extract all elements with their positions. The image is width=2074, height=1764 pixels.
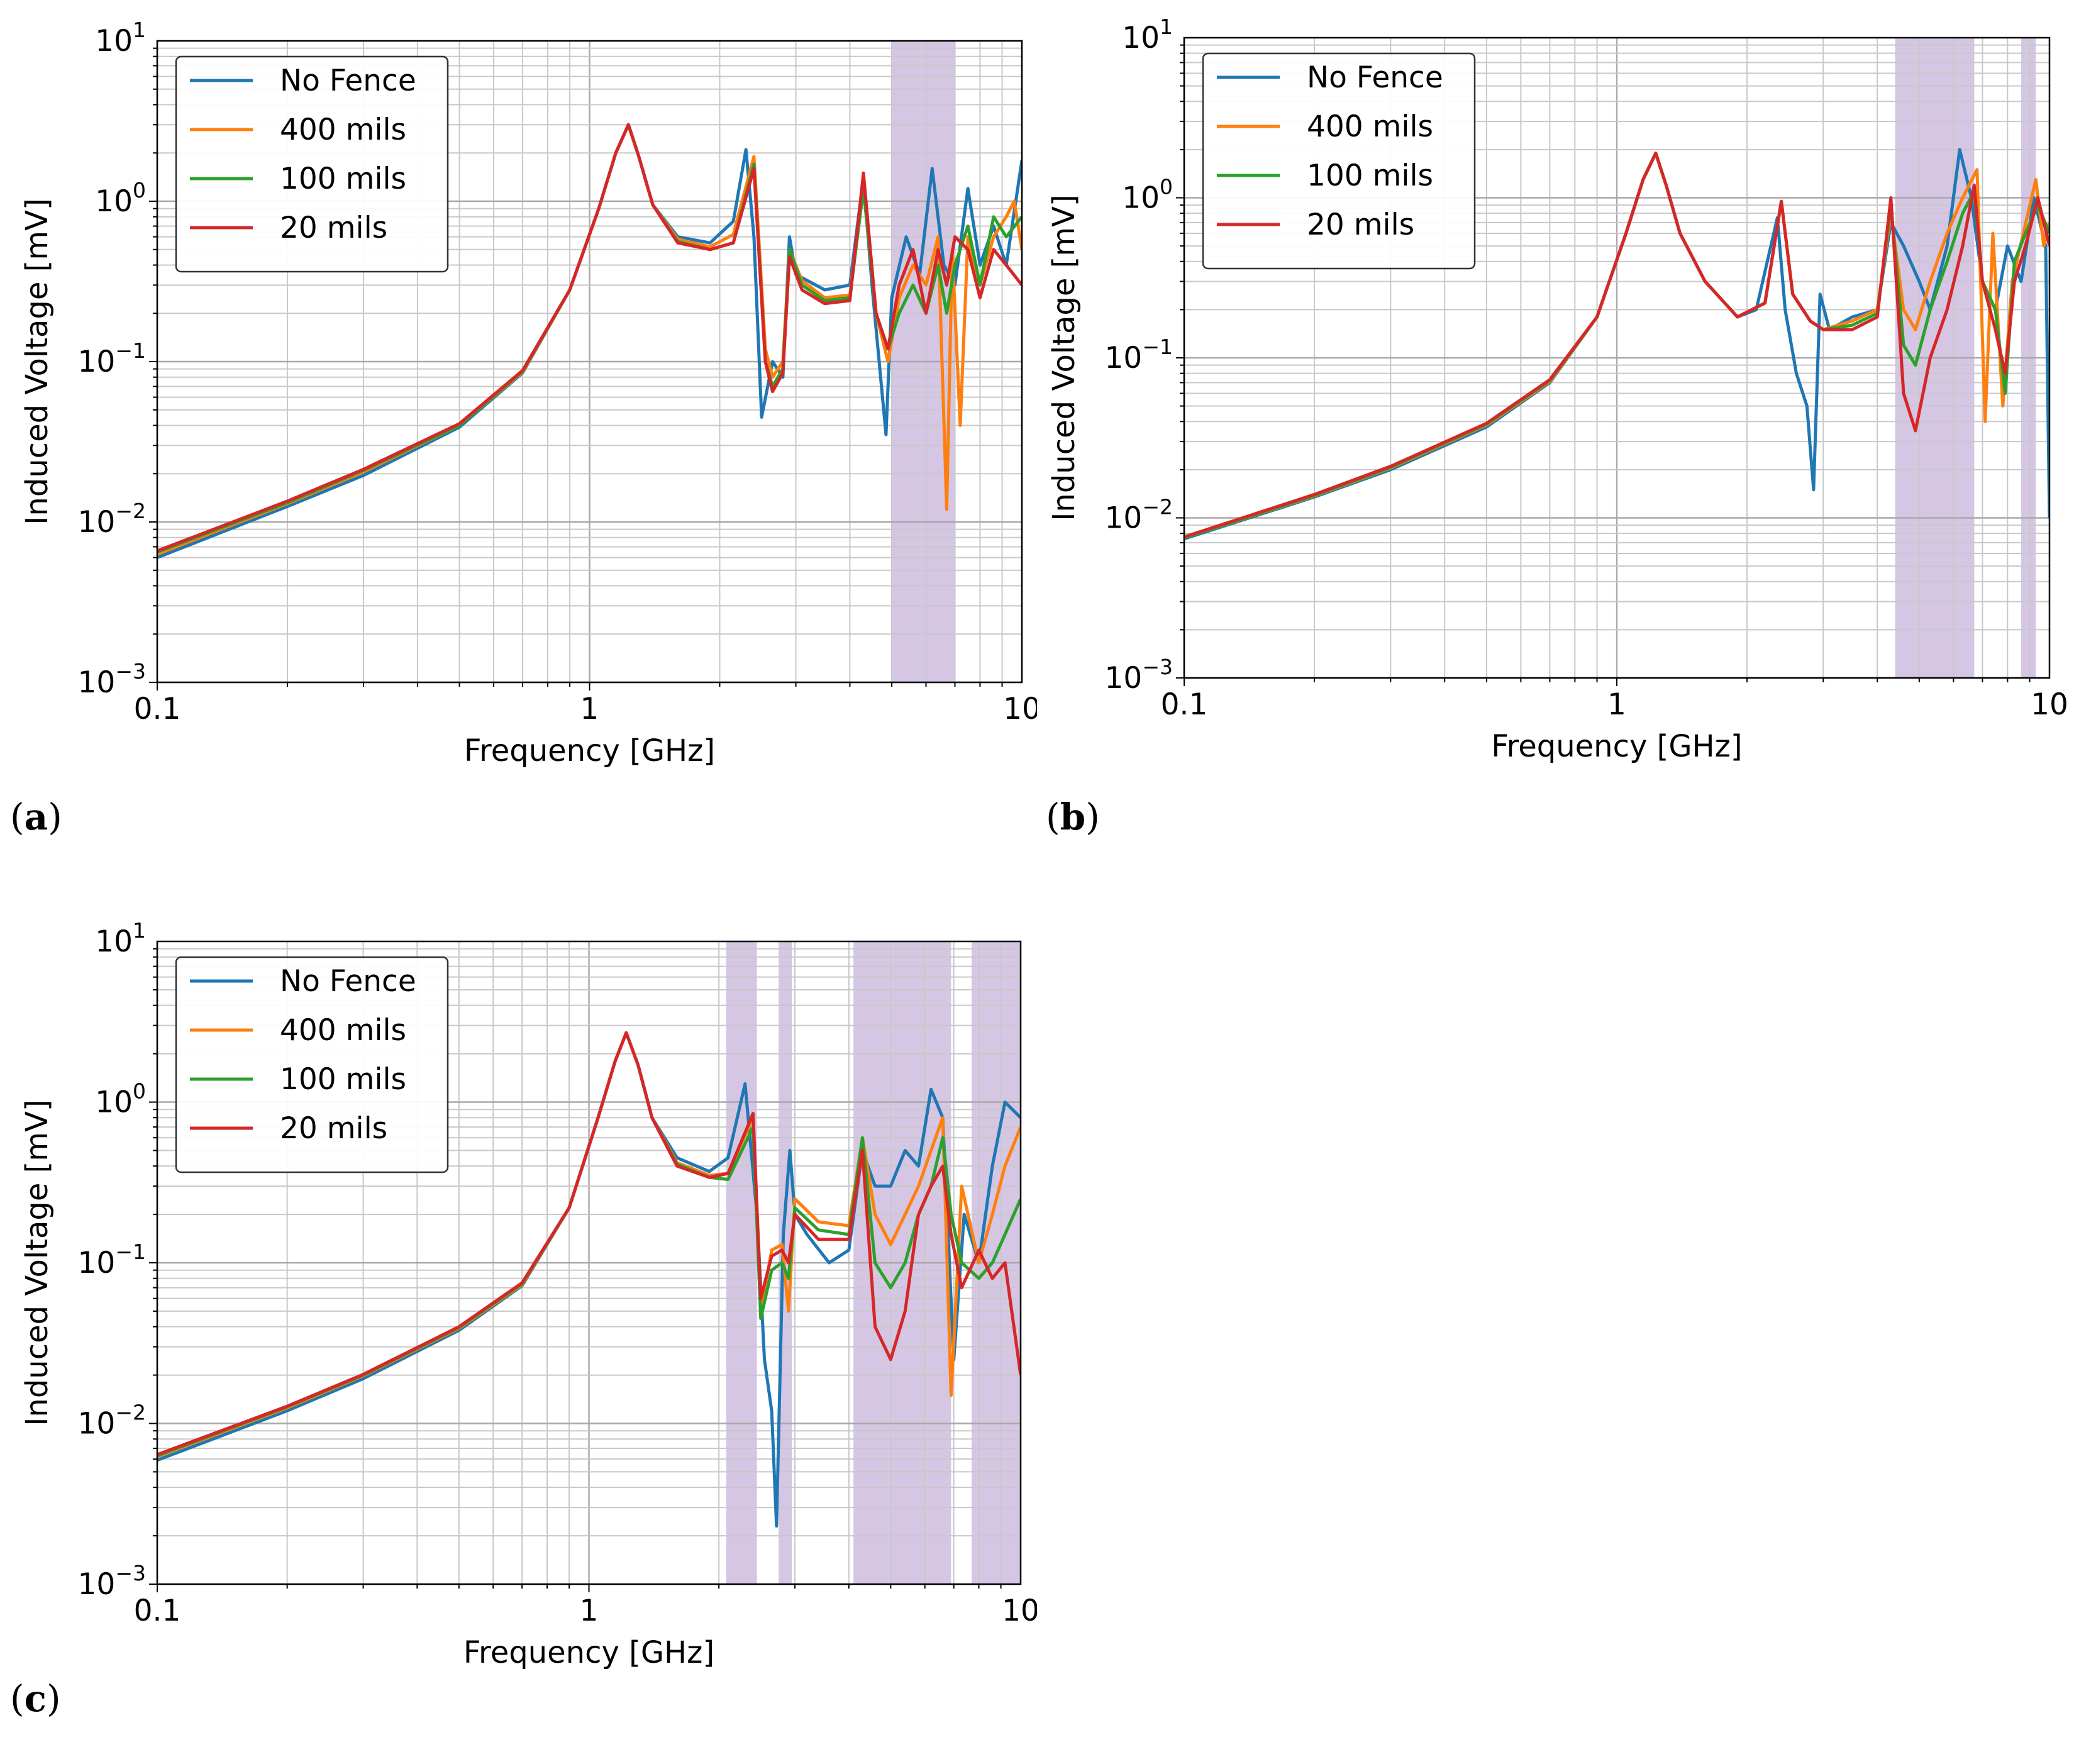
y-tick-label: 101 — [1122, 14, 1173, 55]
legend-entry: No Fence — [280, 964, 416, 999]
y-axis-label: Induced Voltage [mV] — [19, 1099, 55, 1426]
x-axis-label: Frequency [GHz] — [464, 733, 715, 768]
x-tick-label: 10 — [2031, 687, 2068, 722]
legend: No Fence 400 mils 100 mils 20 mils — [175, 55, 449, 273]
x-tick-label: 10 — [1002, 1594, 1037, 1628]
legend: No Fence 400 mils 100 mils 20 mils — [175, 956, 449, 1173]
x-tick-label: 0.1 — [134, 1594, 181, 1628]
legend-entry: 100 mils — [1307, 158, 1433, 193]
legend-entry: No Fence — [280, 64, 416, 98]
y-axis-label: Induced Voltage [mV] — [1046, 194, 1082, 521]
panel-label-b: (b) — [1046, 796, 1100, 838]
series-line-mils-20 — [157, 1031, 1021, 1456]
chart-c: 0.1 1 10 101 100 10−1 10−2 10−3 Frequency [GHz] I… — [19, 918, 1037, 1670]
x-tick-label: 1 — [580, 1594, 599, 1628]
y-tick-label: 100 — [1122, 175, 1173, 216]
legend-entry: No Fence — [1307, 60, 1443, 95]
y-tick-label: 10−1 — [78, 338, 146, 379]
x-axis-label: Frequency [GHz] — [1491, 729, 1742, 764]
y-tick-label: 10−3 — [78, 659, 146, 700]
legend-box — [1202, 52, 1476, 270]
legend-entry: 20 mils — [280, 1111, 387, 1146]
legend-entry: 400 mils — [280, 113, 406, 147]
chart-panel-a: 0.1 1 10 101 100 10−1 10−2 10−3 Frequency [GHz] I… — [0, 0, 1037, 882]
x-axis-label: Frequency [GHz] — [463, 1635, 714, 1670]
legend-entry: 20 mils — [280, 211, 387, 245]
legend-box — [175, 55, 449, 273]
legend-entry: 400 mils — [1307, 109, 1433, 144]
panel-label-c: (c) — [10, 1677, 61, 1720]
legend-entry: 100 mils — [280, 1062, 406, 1097]
y-tick-label: 10−1 — [1105, 335, 1173, 375]
legend-entry: 20 mils — [1307, 208, 1414, 242]
series-line-mils-20 — [1184, 152, 2049, 539]
legend-entry: 400 mils — [280, 1013, 406, 1048]
y-axis-label: Induced Voltage [mV] — [19, 198, 55, 524]
y-tick-label: 10−2 — [78, 1401, 146, 1441]
y-tick-label: 10−2 — [1105, 495, 1173, 536]
x-tick-label: 0.1 — [1161, 687, 1208, 722]
chart-panel-c: 0.1 1 10 101 100 10−1 10−2 10−3 Frequency [GHz] I… — [0, 882, 1037, 1763]
y-tick-label: 100 — [95, 178, 146, 219]
series-line-mils-20 — [157, 123, 1022, 553]
x-tick-label: 1 — [580, 692, 599, 726]
legend: No Fence 400 mils 100 mils 20 mils — [1202, 52, 1476, 270]
y-tick-label: 10−3 — [1105, 655, 1173, 696]
x-tick-label: 1 — [1607, 687, 1626, 722]
legend-box — [175, 956, 449, 1173]
panel-label-a: (a) — [10, 796, 62, 838]
x-tick-label: 0.1 — [134, 692, 181, 726]
chart-b: 0.1 1 10 101 100 10−1 10−2 10−3 Frequency [GHz] I… — [1046, 14, 2068, 764]
y-tick-label: 100 — [95, 1079, 146, 1120]
chart-panel-b: 0.1 1 10 101 100 10−1 10−2 10−3 Frequency [GHz] I… — [1037, 0, 2074, 882]
legend-entry: 100 mils — [280, 162, 406, 196]
y-tick-label: 10−3 — [78, 1561, 146, 1602]
chart-a: 0.1 1 10 101 100 10−1 10−2 10−3 Frequency [GHz] I… — [19, 18, 1037, 768]
y-tick-label: 101 — [95, 918, 146, 959]
x-tick-label: 10 — [1003, 692, 1037, 726]
y-tick-label: 101 — [95, 18, 146, 58]
y-tick-label: 10−2 — [78, 499, 146, 540]
y-tick-label: 10−1 — [78, 1240, 146, 1280]
